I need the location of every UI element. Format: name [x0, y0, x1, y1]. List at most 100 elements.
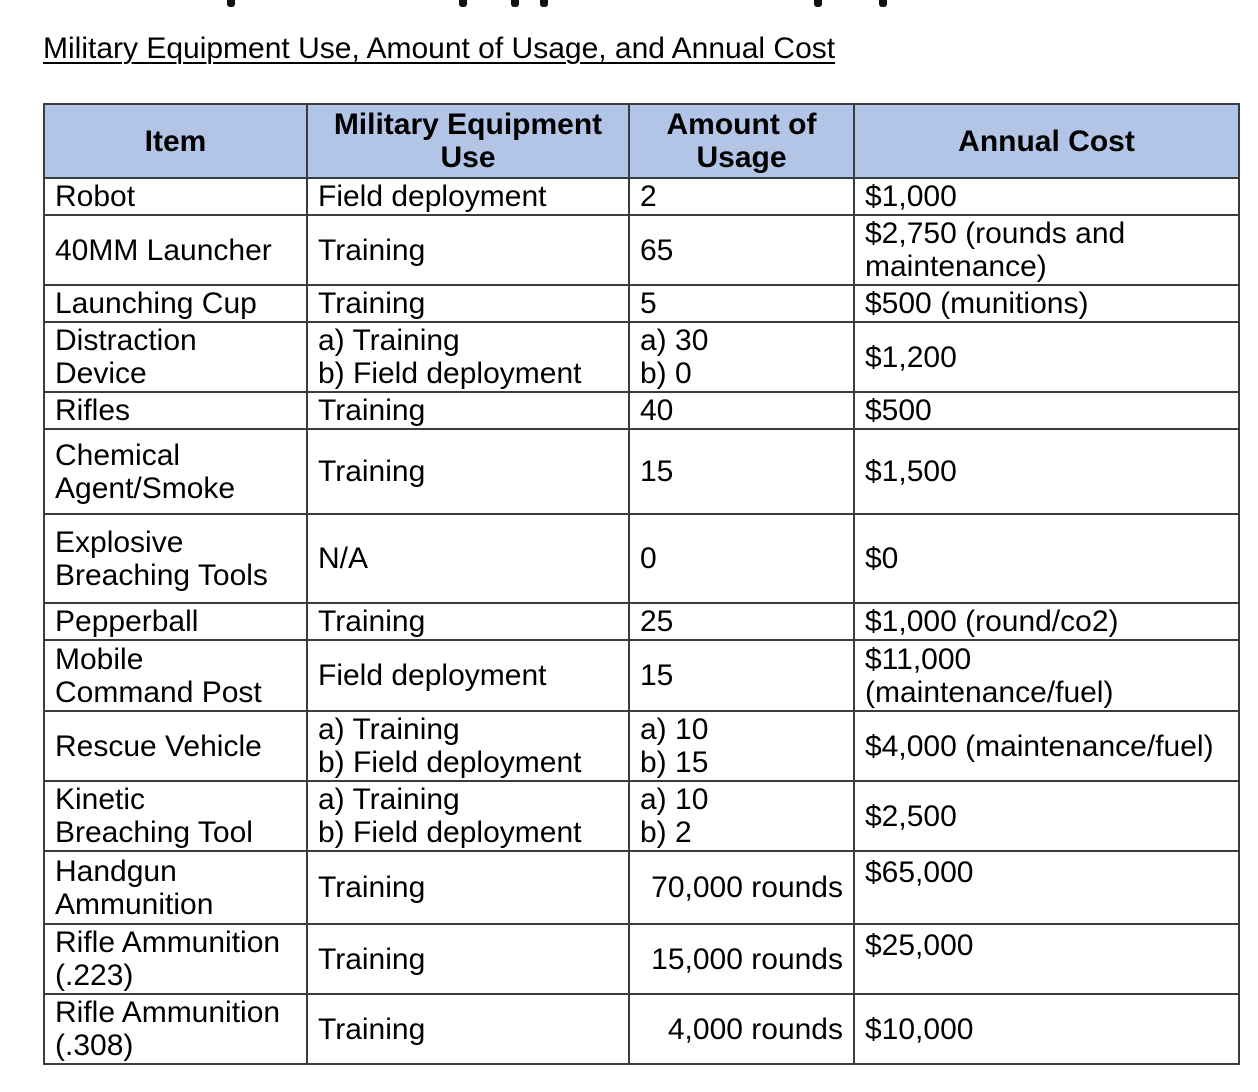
cell-text-line: $1,200 [865, 340, 957, 374]
table-row: Pepperball Training 25 $1,000 (round/co2) [43, 602, 1240, 641]
table-row: Distraction Device a) Training b) Field dep… [43, 321, 1240, 393]
cell-text-line: Rifle Ammunition [55, 926, 281, 959]
clipped-text-remnant [227, 0, 235, 7]
cell-text-line: b) Field deployment [318, 357, 582, 390]
cell-text-line: Training [318, 1012, 426, 1046]
item-cell: Robot [43, 177, 308, 216]
cell-text-line: Training [318, 605, 426, 638]
use-cell: Training [306, 391, 630, 430]
cost-cell: $1,000 (round/co2) [853, 602, 1240, 641]
table-header: Item Military Equipment Use Amount of Usage A… [43, 103, 1240, 179]
cost-cell: $1,500 [853, 428, 1240, 515]
cell-text-line: a) Training [318, 713, 460, 746]
cell-text-line: 40 [640, 394, 674, 427]
use-cell: Training [306, 993, 630, 1065]
item-cell: Pepperball [43, 602, 308, 641]
table-row: Rifle Ammunition (.223) Training 15,000 rou… [43, 923, 1240, 995]
column-header: Military Equipment Use [306, 103, 630, 179]
table-row: Handgun Ammunition Training 70,000 rounds $6… [43, 850, 1240, 925]
cost-cell: $2,750 (rounds and maintenance) [853, 214, 1240, 286]
cell-text-line: Breaching Tool [55, 816, 253, 849]
cell-text-line: (maintenance/fuel) [865, 675, 1114, 709]
clipped-text-remnant [459, 0, 467, 7]
use-cell: N/A [306, 513, 630, 604]
use-cell: Training [306, 602, 630, 641]
item-cell: Explosive Breaching Tools [43, 513, 308, 604]
table-row: Kinetic Breaching Tool a) Training b) Field… [43, 780, 1240, 852]
cell-text-line: Training [318, 233, 426, 267]
cell-text-line: 0 [640, 542, 657, 575]
use-cell: Training [306, 284, 630, 323]
cell-text-line: $2,500 [865, 799, 957, 833]
cell-text-line: Amount of [666, 108, 817, 141]
table-header-row: Item Military Equipment Use Amount of Usage A… [43, 103, 1240, 179]
cell-text-line: Chemical [55, 438, 181, 472]
cost-cell: $65,000 [853, 850, 1240, 925]
cell-text-line: a) 10 [640, 713, 709, 746]
item-cell: Rifle Ammunition (.223) [43, 923, 308, 995]
cell-text-line: Command Post [55, 675, 262, 709]
cell-text-line: Breaching Tools [55, 558, 268, 592]
use-cell: a) Training b) Field deployment [306, 780, 630, 852]
item-cell: Rifles [43, 391, 308, 430]
use-cell: Field deployment [306, 639, 630, 712]
use-cell: a) Training b) Field deployment [306, 710, 630, 782]
clipped-text-remnant [511, 0, 519, 7]
cell-text-line: Training [318, 394, 426, 427]
cell-text-line: Explosive [55, 525, 184, 559]
item-cell: Rescue Vehicle [43, 710, 308, 782]
cell-text-line: Kinetic [55, 783, 146, 816]
equipment-cost-table: Item Military Equipment Use Amount of Usage A… [43, 103, 1240, 1065]
amount-cell: 25 [628, 602, 855, 641]
table-row: Mobile Command Post Field deployment 15 $11,… [43, 639, 1240, 712]
cell-text-line: 25 [640, 605, 674, 638]
table-body: Robot Field deployment 2 $1,000 40MM Launche… [43, 177, 1240, 1065]
cell-text-line: $500 (munitions) [865, 287, 1089, 320]
cell-text-line: $1,000 (round/co2) [865, 605, 1119, 638]
item-cell: Distraction Device [43, 321, 308, 393]
cell-text-line: 70,000 rounds [651, 871, 843, 904]
table-row: Launching Cup Training 5 $500 (munitions) [43, 284, 1240, 323]
item-cell: Chemical Agent/Smoke [43, 428, 308, 515]
clipped-text-remnant [879, 0, 887, 7]
cell-text-line: Field deployment [318, 659, 547, 692]
cell-text-line: (.308) [55, 1029, 134, 1062]
amount-cell: 0 [628, 513, 855, 604]
cost-cell: $2,500 [853, 780, 1240, 852]
cost-cell: $4,000 (maintenance/fuel) [853, 710, 1240, 782]
cell-text-line: Agent/Smoke [55, 471, 236, 505]
cell-text-line: N/A [318, 542, 369, 575]
column-header: Amount of Usage [628, 103, 855, 179]
amount-cell: 15 [628, 639, 855, 712]
cell-text-line: Robot [55, 180, 136, 213]
cell-text-line: Device [55, 357, 147, 390]
use-cell: Training [306, 214, 630, 286]
cell-text-line: Pepperball [55, 605, 199, 638]
cell-text-line: 5 [640, 287, 657, 320]
cell-text-line: 15,000 rounds [651, 942, 843, 976]
cell-text-line: 15 [640, 659, 674, 692]
cost-cell: $10,000 [853, 993, 1240, 1065]
cell-text-line: $500 [865, 394, 932, 427]
cell-text-line: 15 [640, 455, 674, 488]
table-row: Explosive Breaching Tools N/A 0 $0 [43, 513, 1240, 604]
table-row: 40MM Launcher Training 65 $2,750 (rounds an… [43, 214, 1240, 286]
use-cell: a) Training b) Field deployment [306, 321, 630, 393]
cell-text-line: b) Field deployment [318, 746, 582, 779]
cell-text-line: Military Equipment [333, 108, 603, 141]
cell-text-line: b) 2 [640, 816, 692, 849]
cell-text-line: $1,500 [865, 455, 957, 488]
cell-text-line: Rifles [55, 394, 131, 427]
cell-text-line: b) Field deployment [318, 816, 582, 849]
table-row: Rifle Ammunition (.308) Training 4,000 roun… [43, 993, 1240, 1065]
cell-text-line: a) 10 [640, 783, 709, 816]
table-row: Rifles Training 40 $500 [43, 391, 1240, 430]
cell-text-line: Training [318, 942, 426, 976]
cell-text-line: b) 0 [640, 357, 692, 390]
cell-text-line: Distraction [55, 324, 197, 357]
amount-cell: a) 30 b) 0 [628, 321, 855, 393]
cell-text-line: b) 15 [640, 746, 709, 779]
cell-text-line: a) Training [318, 783, 460, 816]
clipped-text-remnant [814, 0, 822, 7]
amount-cell: 40 [628, 391, 855, 430]
